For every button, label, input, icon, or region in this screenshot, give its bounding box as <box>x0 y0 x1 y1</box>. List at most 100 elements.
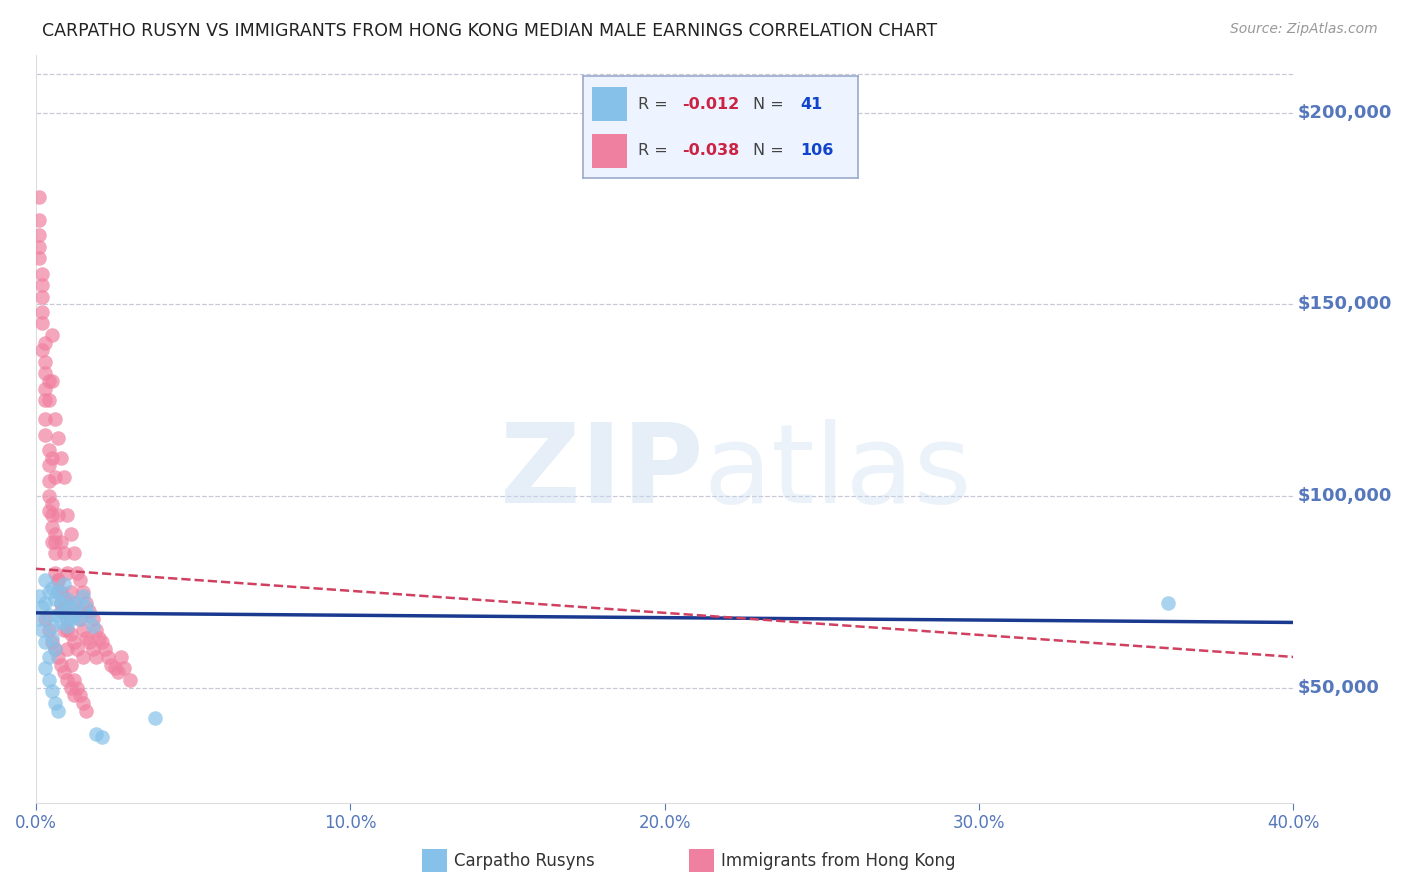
Point <box>56 619 79 633</box>
Point <box>46 584 69 599</box>
Point <box>38 489 60 503</box>
Point <box>38 673 60 687</box>
Point <box>56 623 79 637</box>
Point <box>72 623 94 637</box>
Point <box>31 278 53 293</box>
Point <box>49 584 72 599</box>
Point <box>28 240 51 254</box>
Point <box>53 546 76 560</box>
Point <box>100 657 122 672</box>
Point <box>28 213 51 227</box>
Point <box>87 631 110 645</box>
Point <box>38 623 60 637</box>
Point <box>56 508 79 522</box>
Text: 41: 41 <box>800 96 823 112</box>
Point <box>44 535 66 549</box>
Point <box>34 393 56 408</box>
Text: Carpatho Rusyns: Carpatho Rusyns <box>454 852 595 870</box>
Point <box>31 305 53 319</box>
Text: -0.012: -0.012 <box>682 96 740 112</box>
Point <box>59 612 82 626</box>
Point <box>34 596 56 610</box>
Point <box>53 604 76 618</box>
Point <box>38 474 60 488</box>
Point <box>72 696 94 710</box>
Point <box>53 665 76 680</box>
Point <box>46 574 69 588</box>
Point <box>38 504 60 518</box>
Text: $200,000: $200,000 <box>1298 103 1392 121</box>
Point <box>46 508 69 522</box>
Point <box>75 704 97 718</box>
Point <box>31 317 53 331</box>
Point <box>72 649 94 664</box>
Point <box>79 604 101 618</box>
Text: $100,000: $100,000 <box>1298 487 1392 505</box>
Point <box>75 631 97 645</box>
Point <box>38 374 60 388</box>
Point <box>38 649 60 664</box>
Point <box>41 450 63 465</box>
Point <box>41 619 63 633</box>
Point <box>79 607 101 622</box>
Point <box>66 681 89 695</box>
Point <box>103 661 125 675</box>
Point <box>44 696 66 710</box>
Point <box>44 527 66 541</box>
Point <box>34 412 56 426</box>
Point <box>44 566 66 580</box>
Point <box>41 634 63 648</box>
Point <box>34 574 56 588</box>
Point <box>94 642 117 657</box>
Point <box>49 450 72 465</box>
Point <box>1156 596 1178 610</box>
Point <box>59 681 82 695</box>
Point <box>38 393 60 408</box>
Point <box>49 604 72 618</box>
Point <box>31 623 53 637</box>
Point <box>41 535 63 549</box>
Point <box>62 688 84 702</box>
Point <box>53 604 76 618</box>
Point <box>112 661 135 675</box>
Point <box>41 581 63 595</box>
Point <box>56 612 79 626</box>
Point <box>91 731 114 745</box>
Point <box>66 642 89 657</box>
Point <box>46 584 69 599</box>
Point <box>44 642 66 657</box>
Point <box>72 584 94 599</box>
Point <box>75 596 97 610</box>
Point <box>91 634 114 648</box>
Text: R =: R = <box>638 96 668 112</box>
Point <box>31 600 53 615</box>
Point <box>75 600 97 615</box>
Point <box>49 615 72 630</box>
Point <box>31 290 53 304</box>
Point <box>56 566 79 580</box>
Point <box>49 596 72 610</box>
Text: $150,000: $150,000 <box>1298 295 1392 313</box>
Point <box>41 508 63 522</box>
Point <box>28 612 51 626</box>
Point <box>41 374 63 388</box>
Point <box>31 267 53 281</box>
Point <box>34 355 56 369</box>
Point <box>38 607 60 622</box>
Point <box>62 546 84 560</box>
Point <box>120 673 142 687</box>
Point <box>84 649 107 664</box>
Point <box>53 470 76 484</box>
Point <box>46 649 69 664</box>
Text: CARPATHO RUSYN VS IMMIGRANTS FROM HONG KONG MEDIAN MALE EARNINGS CORRELATION CHA: CARPATHO RUSYN VS IMMIGRANTS FROM HONG K… <box>42 22 938 40</box>
Point <box>34 427 56 442</box>
Point <box>44 592 66 607</box>
Point <box>66 566 89 580</box>
Text: -0.038: -0.038 <box>682 143 740 158</box>
Point <box>34 612 56 626</box>
Point <box>28 589 51 603</box>
Point <box>28 252 51 266</box>
Point <box>66 596 89 610</box>
Point <box>41 519 63 533</box>
Point <box>46 574 69 588</box>
